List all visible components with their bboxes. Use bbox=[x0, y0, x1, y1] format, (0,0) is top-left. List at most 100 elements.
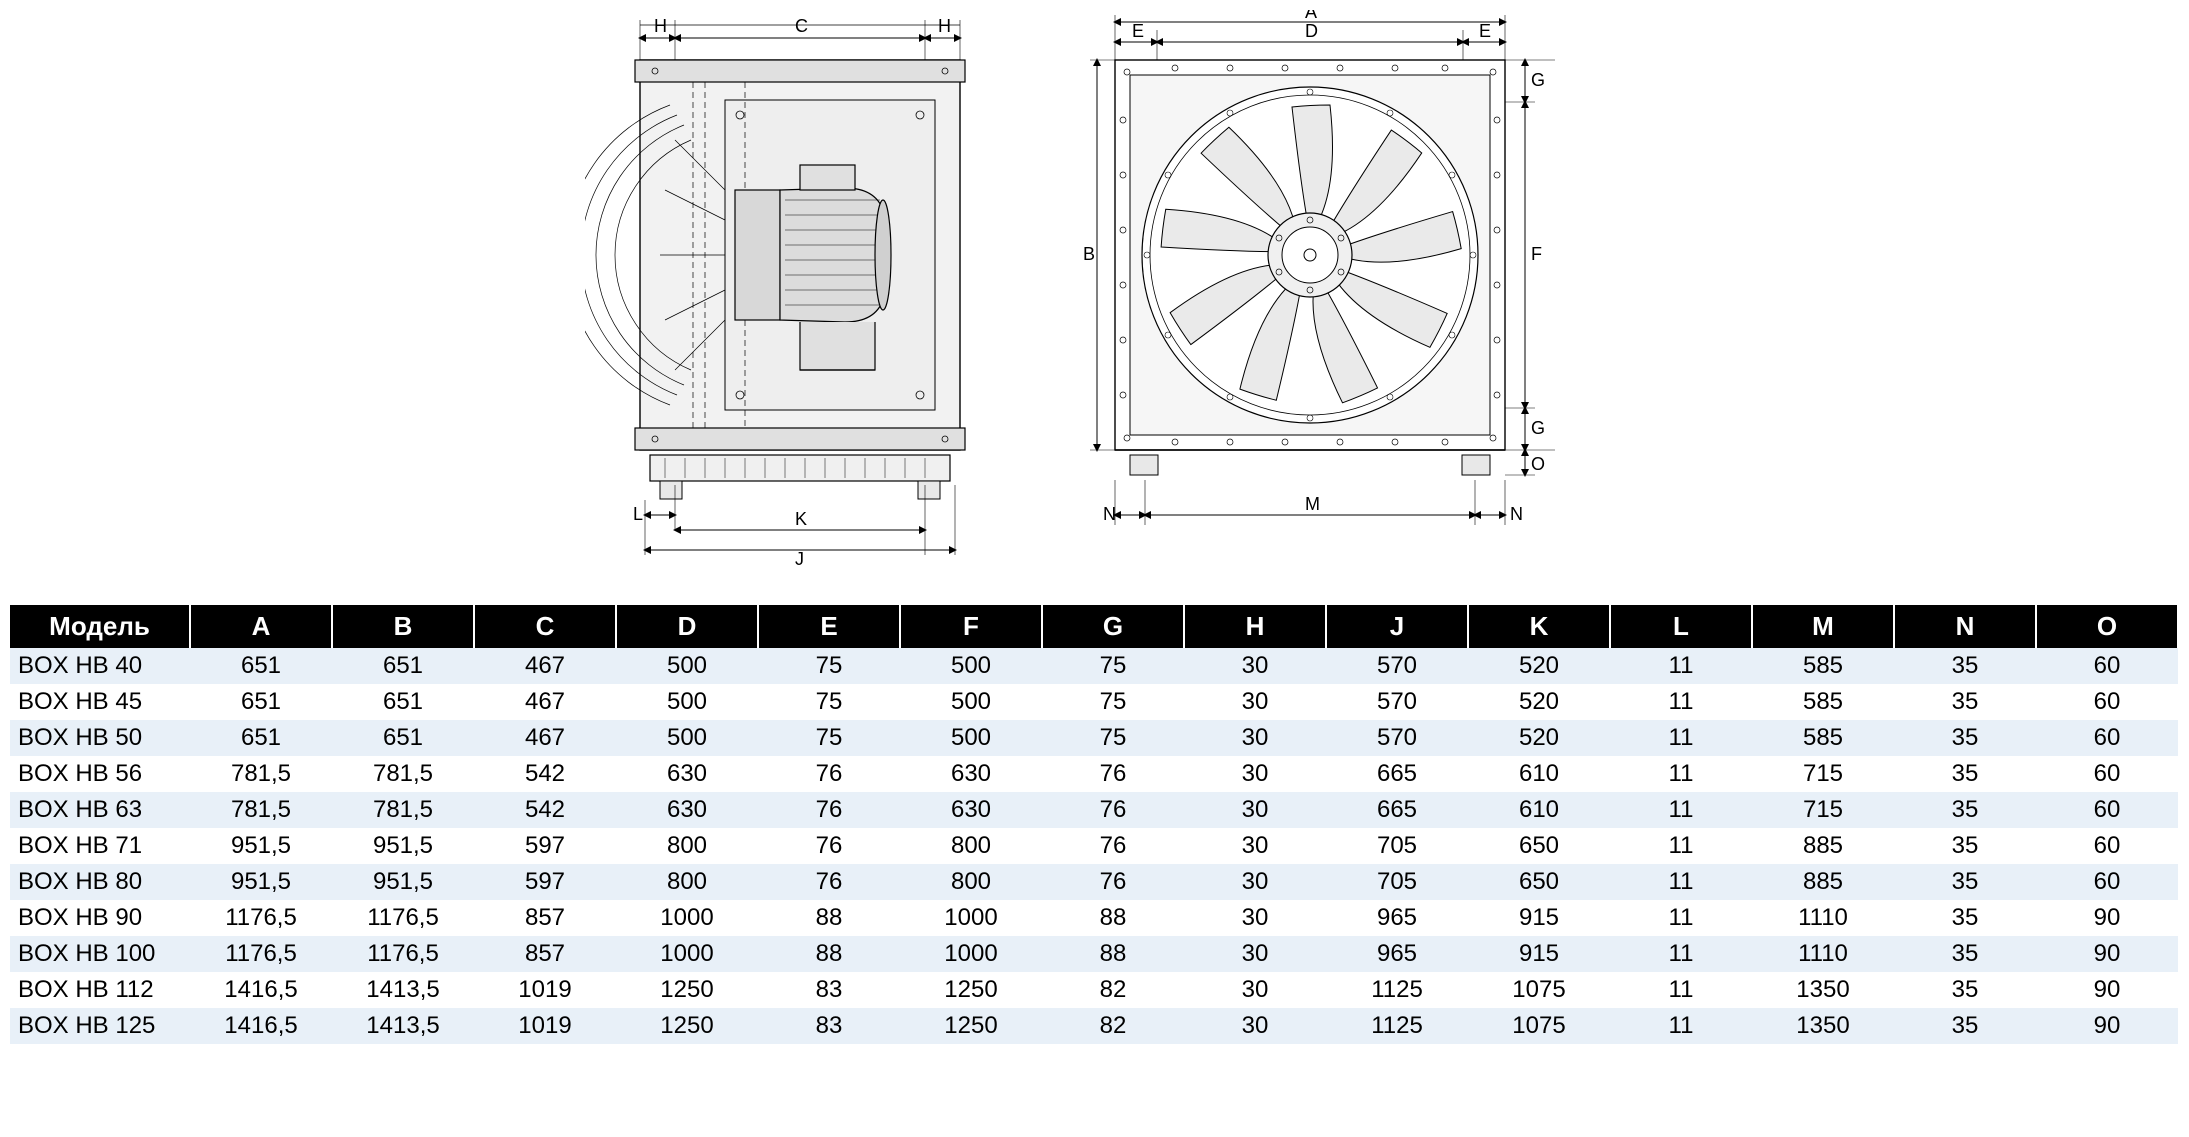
col-header-n: N bbox=[1894, 605, 2036, 648]
table-cell: 1350 bbox=[1752, 972, 1894, 1008]
table-cell: 88 bbox=[758, 900, 900, 936]
table-cell: 951,5 bbox=[190, 828, 332, 864]
table-cell: 965 bbox=[1326, 936, 1468, 972]
table-cell: 1075 bbox=[1468, 972, 1610, 1008]
table-row: BOX HB 1121416,51413,5101912508312508230… bbox=[10, 972, 2178, 1008]
table-cell: 35 bbox=[1894, 756, 2036, 792]
table-body: BOX HB 406516514675007550075305705201158… bbox=[10, 648, 2178, 1044]
table-cell: 35 bbox=[1894, 684, 2036, 720]
table-cell: 597 bbox=[474, 828, 616, 864]
table-cell: 651 bbox=[332, 684, 474, 720]
table-cell: 30 bbox=[1184, 756, 1326, 792]
table-cell: 885 bbox=[1752, 864, 1894, 900]
table-cell: 60 bbox=[2036, 648, 2178, 684]
table-cell: 705 bbox=[1326, 828, 1468, 864]
table-cell: BOX HB 80 bbox=[10, 864, 190, 900]
table-cell: 651 bbox=[190, 684, 332, 720]
col-header-e: E bbox=[758, 605, 900, 648]
table-cell: 11 bbox=[1610, 648, 1752, 684]
table-cell: 88 bbox=[758, 936, 900, 972]
table-cell: 1125 bbox=[1326, 972, 1468, 1008]
table-cell: 30 bbox=[1184, 684, 1326, 720]
table-cell: 650 bbox=[1468, 864, 1610, 900]
table-cell: 570 bbox=[1326, 720, 1468, 756]
table-cell: 520 bbox=[1468, 720, 1610, 756]
table-cell: 520 bbox=[1468, 648, 1610, 684]
front-view-drawing: A E D E bbox=[1045, 10, 1605, 575]
table-cell: 11 bbox=[1610, 792, 1752, 828]
dim-k: K bbox=[795, 509, 807, 529]
table-cell: 1110 bbox=[1752, 900, 1894, 936]
table-cell: 90 bbox=[2036, 936, 2178, 972]
table-cell: 781,5 bbox=[190, 792, 332, 828]
table-cell: 915 bbox=[1468, 900, 1610, 936]
table-cell: 75 bbox=[1042, 720, 1184, 756]
table-cell: 90 bbox=[2036, 1008, 2178, 1044]
table-cell: 500 bbox=[900, 684, 1042, 720]
table-cell: 467 bbox=[474, 720, 616, 756]
table-cell: 651 bbox=[190, 648, 332, 684]
table-cell: 11 bbox=[1610, 900, 1752, 936]
table-cell: 885 bbox=[1752, 828, 1894, 864]
table-cell: 610 bbox=[1468, 792, 1610, 828]
table-cell: 76 bbox=[758, 792, 900, 828]
table-cell: 585 bbox=[1752, 720, 1894, 756]
table-cell: BOX HB 40 bbox=[10, 648, 190, 684]
table-cell: 76 bbox=[1042, 756, 1184, 792]
table-cell: 1019 bbox=[474, 1008, 616, 1044]
table-cell: BOX HB 45 bbox=[10, 684, 190, 720]
table-cell: 857 bbox=[474, 900, 616, 936]
technical-drawings: H C H bbox=[10, 10, 2179, 575]
col-header-a: A bbox=[190, 605, 332, 648]
dim-m: M bbox=[1305, 494, 1320, 514]
table-cell: 11 bbox=[1610, 684, 1752, 720]
table-cell: 76 bbox=[1042, 864, 1184, 900]
table-cell: 1416,5 bbox=[190, 1008, 332, 1044]
table-cell: 83 bbox=[758, 1008, 900, 1044]
table-cell: 1125 bbox=[1326, 1008, 1468, 1044]
col-header-l: L bbox=[1610, 605, 1752, 648]
table-row: BOX HB 456516514675007550075305705201158… bbox=[10, 684, 2178, 720]
table-cell: 1176,5 bbox=[332, 936, 474, 972]
dim-g-bot: G bbox=[1531, 418, 1545, 438]
table-cell: 75 bbox=[758, 720, 900, 756]
table-row: BOX HB 71951,5951,5597800768007630705650… bbox=[10, 828, 2178, 864]
table-cell: 705 bbox=[1326, 864, 1468, 900]
table-cell: 630 bbox=[616, 792, 758, 828]
dim-c: C bbox=[795, 16, 808, 36]
table-row: BOX HB 1251416,51413,5101912508312508230… bbox=[10, 1008, 2178, 1044]
col-header-f: F bbox=[900, 605, 1042, 648]
col-header-модель: Модель bbox=[10, 605, 190, 648]
table-cell: 75 bbox=[1042, 648, 1184, 684]
table-cell: 35 bbox=[1894, 720, 2036, 756]
table-cell: 800 bbox=[616, 864, 758, 900]
table-cell: 951,5 bbox=[332, 864, 474, 900]
table-cell: 1176,5 bbox=[332, 900, 474, 936]
dim-h-left: H bbox=[654, 16, 667, 36]
table-cell: 630 bbox=[616, 756, 758, 792]
table-cell: 570 bbox=[1326, 684, 1468, 720]
table-cell: 542 bbox=[474, 792, 616, 828]
col-header-k: K bbox=[1468, 605, 1610, 648]
table-cell: BOX HB 63 bbox=[10, 792, 190, 828]
table-cell: 1176,5 bbox=[190, 900, 332, 936]
table-cell: 76 bbox=[758, 864, 900, 900]
table-cell: 11 bbox=[1610, 864, 1752, 900]
table-cell: 610 bbox=[1468, 756, 1610, 792]
table-cell: 857 bbox=[474, 936, 616, 972]
table-cell: 75 bbox=[758, 648, 900, 684]
table-cell: 75 bbox=[758, 684, 900, 720]
table-cell: 11 bbox=[1610, 756, 1752, 792]
dim-e-left: E bbox=[1132, 21, 1144, 41]
table-cell: 1250 bbox=[616, 972, 758, 1008]
table-cell: 585 bbox=[1752, 648, 1894, 684]
table-cell: 76 bbox=[1042, 828, 1184, 864]
table-cell: 30 bbox=[1184, 864, 1326, 900]
table-cell: 35 bbox=[1894, 828, 2036, 864]
table-cell: 35 bbox=[1894, 792, 2036, 828]
table-cell: 30 bbox=[1184, 648, 1326, 684]
table-cell: 781,5 bbox=[190, 756, 332, 792]
table-cell: 585 bbox=[1752, 684, 1894, 720]
table-cell: 11 bbox=[1610, 936, 1752, 972]
col-header-c: C bbox=[474, 605, 616, 648]
